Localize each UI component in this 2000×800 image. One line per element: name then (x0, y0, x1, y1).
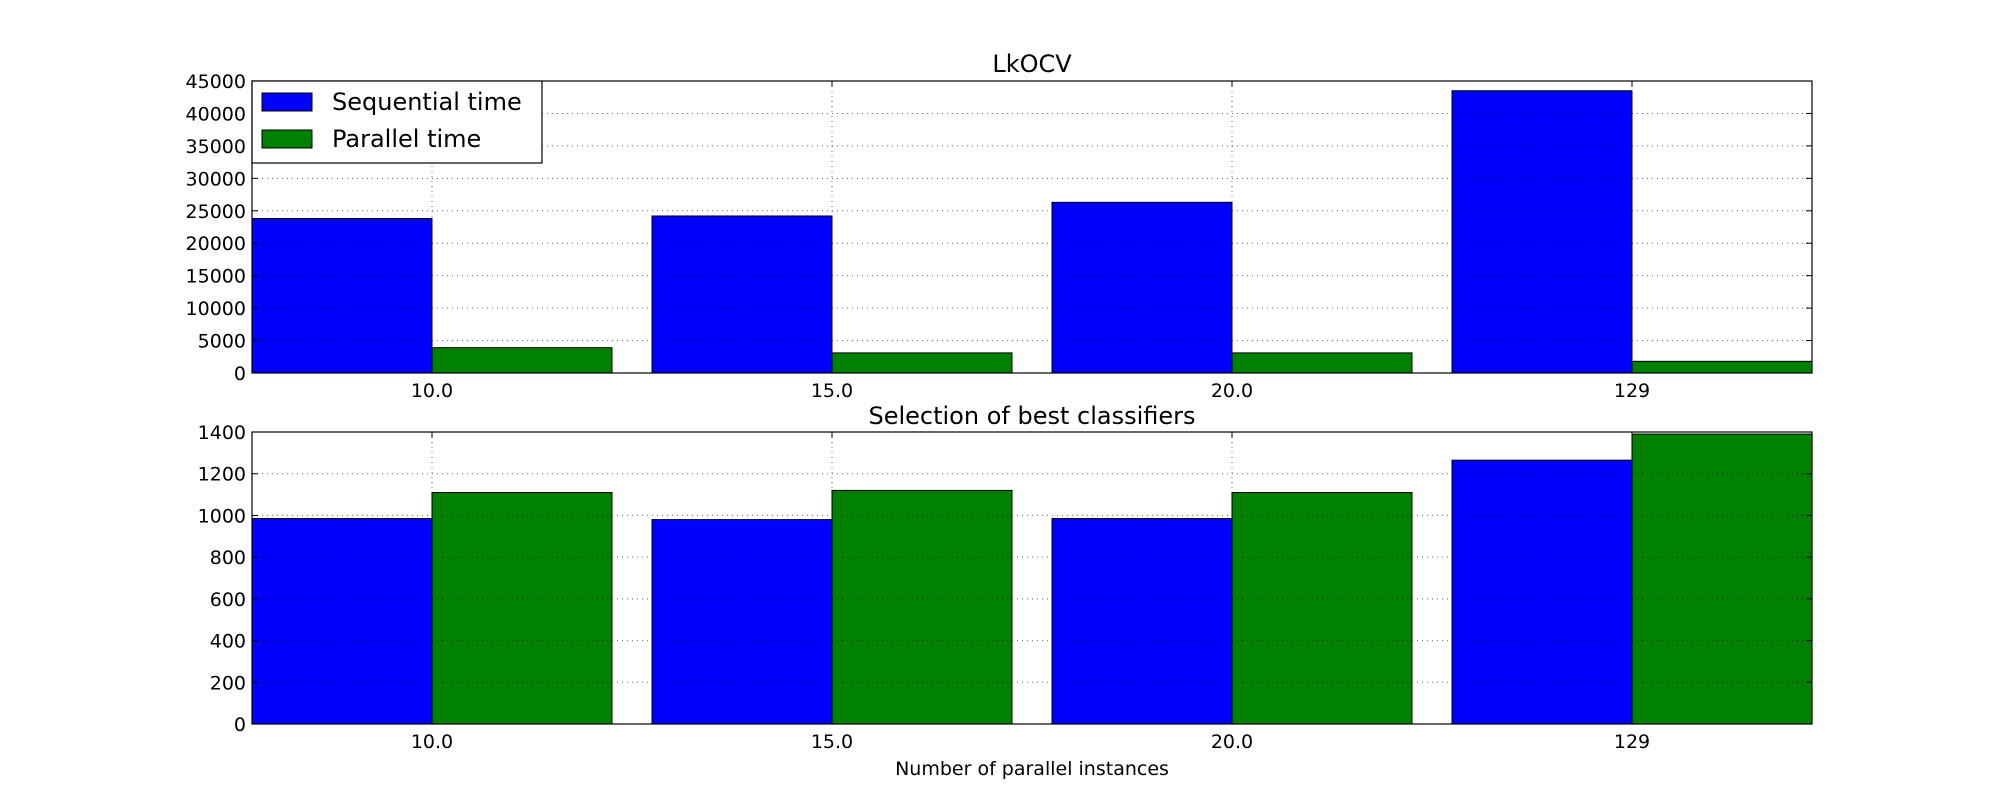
legend-swatch (261, 129, 313, 149)
x-axis-label: Number of parallel instances (895, 758, 1169, 780)
legend: Sequential time Parallel time (251, 80, 543, 164)
y-tick-label: 0 (234, 363, 246, 385)
y-tick-label: 25000 (186, 201, 246, 223)
y-tick-label: 30000 (186, 168, 246, 190)
y-tick-label: 1400 (198, 422, 246, 444)
bar-series1-15.0 (651, 519, 833, 725)
bar-series2-129 (1631, 360, 1813, 374)
chart-title: Selection of best classifiers (868, 402, 1195, 430)
bar-series1-20.0 (1051, 201, 1233, 374)
y-tick-label: 400 (210, 631, 246, 653)
legend-entry: Sequential time (332, 88, 522, 116)
chart-1: 0 5000 10000 15000 20000 25000 30000 35000 40000… (186, 50, 1813, 402)
y-tick-label: 35000 (186, 136, 246, 158)
x-tick-label: 129 (1614, 380, 1650, 402)
bar-series2-15.0 (831, 352, 1013, 374)
y-tick-label: 1200 (198, 464, 246, 486)
legend-swatch (261, 92, 313, 112)
bar-series1-10.0 (251, 218, 433, 374)
x-tick-label: 15.0 (811, 731, 853, 753)
chart-title: LkOCV (992, 50, 1072, 78)
y-tick-label: 0 (234, 714, 246, 736)
chart-2: 0 200 400 600 800 1000 1200 1400 10.0 15.0 20.0 129… (198, 402, 1813, 780)
x-tick-label: 20.0 (1211, 380, 1253, 402)
x-tick-label: 15.0 (811, 380, 853, 402)
plot-frame (251, 80, 1813, 374)
bar-series1-15.0 (651, 215, 833, 374)
bar-series2-10.0 (431, 491, 613, 725)
bar-series2-20.0 (1231, 491, 1413, 725)
y-tick-label: 10000 (186, 298, 246, 320)
bar-series2-15.0 (831, 489, 1013, 725)
bar-series2-20.0 (1231, 352, 1413, 374)
bar-series1-129 (1451, 459, 1633, 725)
bar-series1-20.0 (1051, 518, 1233, 725)
x-tick-label: 129 (1614, 731, 1650, 753)
plot-frame (251, 431, 1813, 725)
y-tick-label: 40000 (186, 103, 246, 125)
y-tick-label: 5000 (198, 331, 246, 353)
bar-series2-129 (1631, 433, 1813, 725)
y-tick-label: 600 (210, 589, 246, 611)
bar-series1-129 (1451, 90, 1633, 374)
y-tick-label: 15000 (186, 266, 246, 288)
x-tick-label: 10.0 (411, 731, 453, 753)
y-tick-label: 200 (210, 672, 246, 694)
x-tick-label: 10.0 (411, 380, 453, 402)
y-tick-label: 20000 (186, 233, 246, 255)
y-tick-label: 45000 (186, 71, 246, 93)
y-tick-label: 800 (210, 547, 246, 569)
x-tick-label: 20.0 (1211, 731, 1253, 753)
y-tick-label: 1000 (198, 505, 246, 527)
bar-series2-10.0 (431, 347, 613, 374)
legend-entry: Parallel time (332, 125, 481, 153)
bar-series1-10.0 (251, 518, 433, 725)
